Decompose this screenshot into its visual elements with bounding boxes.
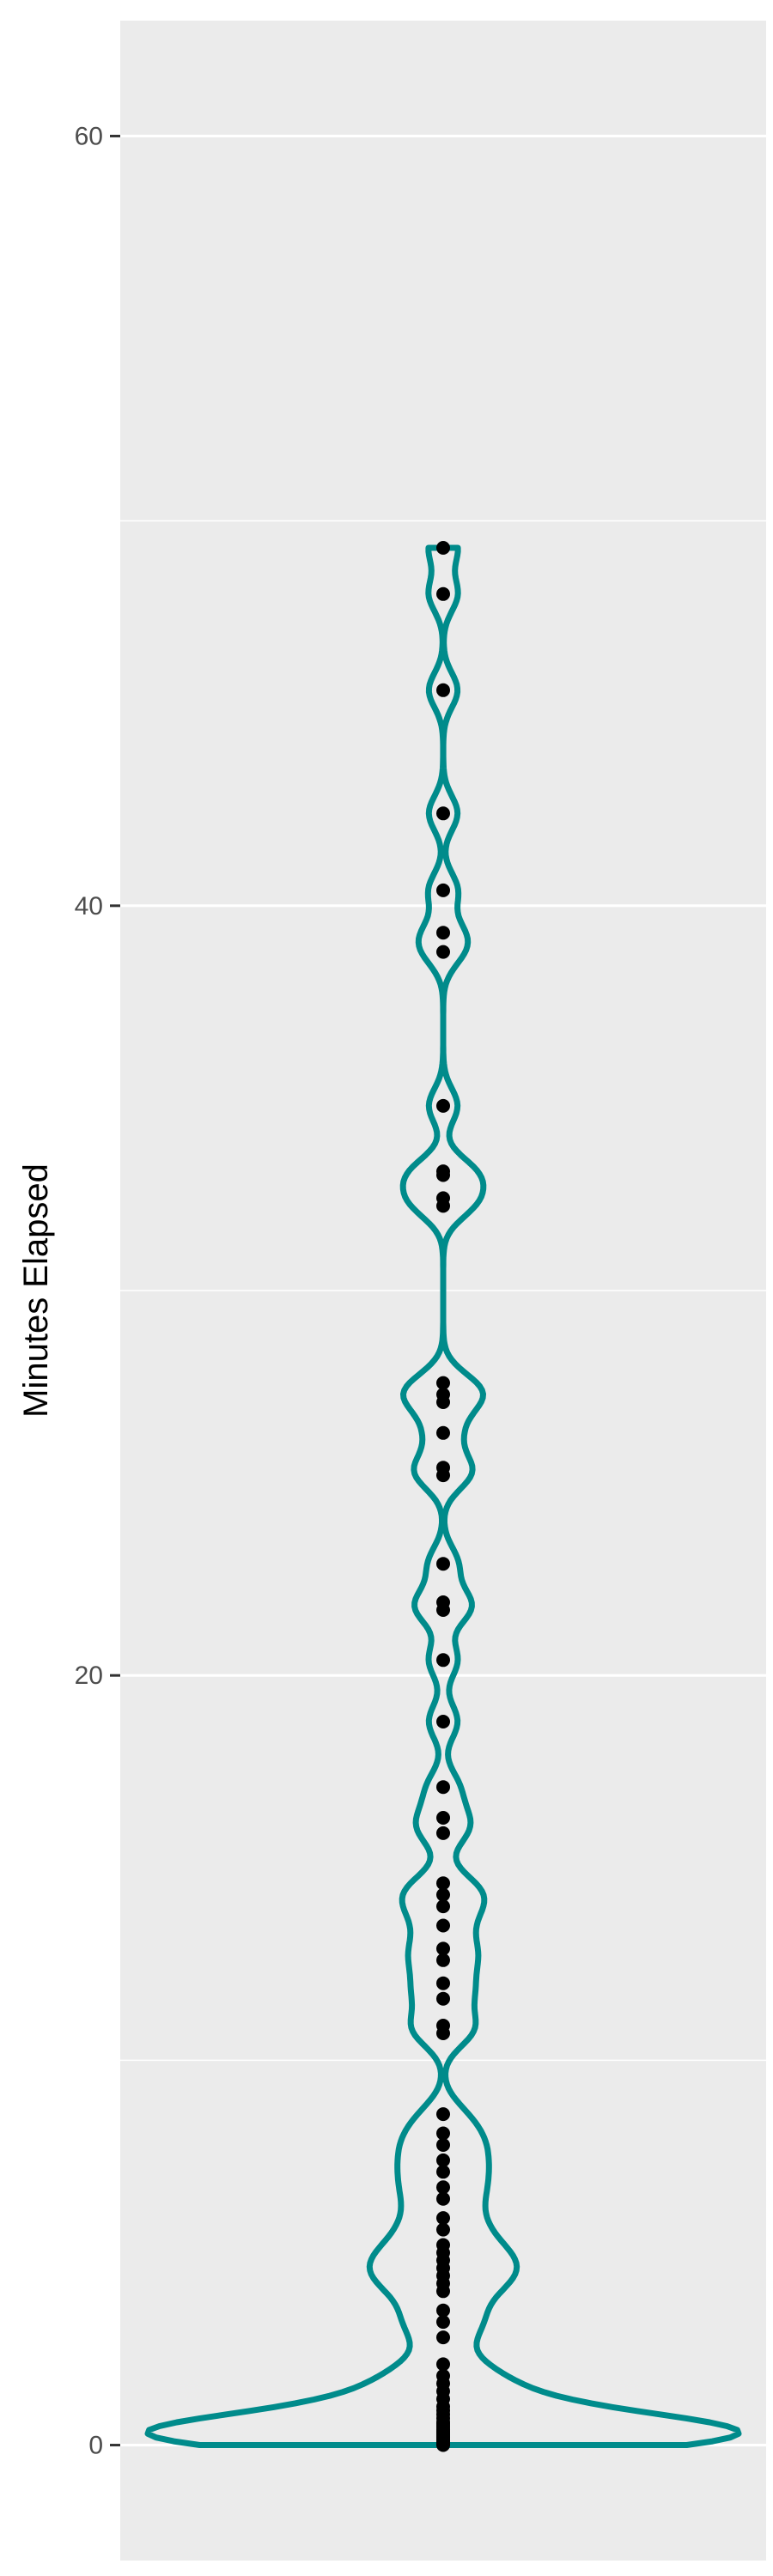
data-point (436, 2180, 450, 2195)
data-point (436, 1461, 450, 1475)
data-point (436, 1376, 450, 1390)
y-tick-label: 40 (75, 892, 103, 920)
y-tick-label: 60 (75, 122, 103, 150)
data-point (436, 2238, 450, 2252)
data-point (436, 926, 450, 940)
data-point (436, 1425, 450, 1440)
data-point (436, 2368, 450, 2383)
data-point (436, 1557, 450, 1571)
data-point (436, 1388, 450, 1401)
data-point (436, 1899, 450, 1914)
data-point (436, 2153, 450, 2167)
data-point (436, 2107, 450, 2122)
data-point (436, 541, 450, 555)
data-point (436, 1976, 450, 1990)
data-point (436, 586, 450, 601)
data-point (436, 1098, 450, 1113)
data-point (436, 1918, 450, 1933)
data-point (436, 2165, 450, 2179)
data-point (436, 806, 450, 821)
data-point (436, 1953, 450, 1967)
data-point (436, 2126, 450, 2141)
data-point (436, 1941, 450, 1956)
data-point (436, 883, 450, 897)
data-point (436, 1595, 450, 1609)
data-point (436, 1826, 450, 1840)
data-point (436, 1715, 450, 1728)
data-point (436, 2330, 450, 2345)
data-point (436, 2138, 450, 2152)
data-point (436, 1653, 450, 1668)
data-point (436, 2357, 450, 2372)
data-point (436, 2211, 450, 2226)
data-point (436, 1887, 450, 1902)
violin-layer (144, 544, 742, 2448)
data-point (436, 2191, 450, 2206)
data-point (436, 945, 450, 959)
data-point (436, 1811, 450, 1825)
data-point (436, 1780, 450, 1795)
y-tick-label: 20 (75, 1662, 103, 1690)
violin-shape (144, 544, 742, 2448)
data-point (436, 2315, 450, 2330)
y-tick-label: 0 (88, 2432, 103, 2460)
y-axis-title: Minutes Elapsed (17, 1163, 55, 1418)
data-point (436, 683, 450, 697)
y-axis: 0 20 40 60 (75, 122, 120, 2460)
data-points (436, 541, 450, 2452)
data-point (436, 1191, 450, 1206)
data-point (436, 2303, 450, 2318)
data-point (436, 1164, 450, 1179)
data-point (436, 2019, 450, 2032)
data-point (436, 2222, 450, 2237)
data-point (436, 1991, 450, 2006)
data-point (436, 1876, 450, 1891)
